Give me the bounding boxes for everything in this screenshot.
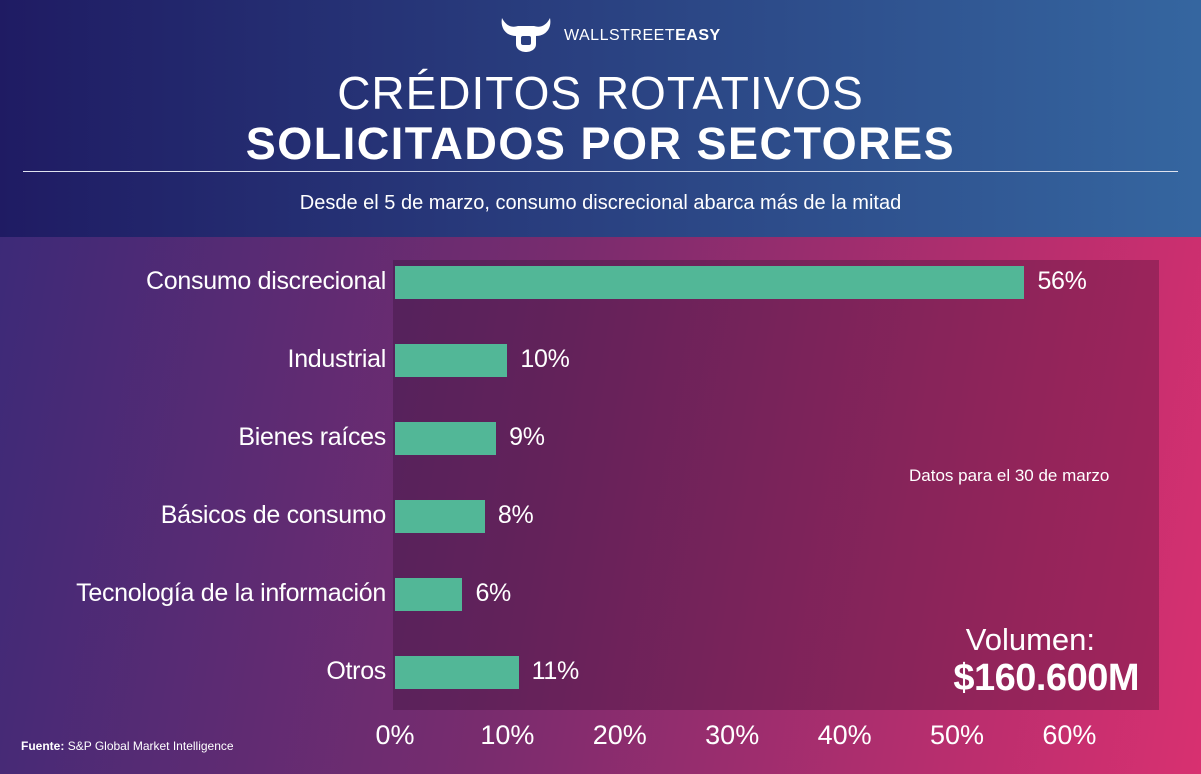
title-line-2: SOLICITADOS POR SECTORES <box>245 118 956 169</box>
category-label: Consumo discrecional <box>146 267 386 295</box>
category-label: Básicos de consumo <box>160 501 387 529</box>
category-label: Tecnología de la información <box>76 579 386 607</box>
bar <box>395 344 508 377</box>
title-line-1: CRÉDITOS ROTATIVOS <box>337 67 864 119</box>
header-band <box>0 0 1201 237</box>
source-note: Fuente: S&P Global Market Intelligence <box>21 739 234 753</box>
x-tick-label: 60% <box>1042 720 1097 750</box>
plot-area <box>393 260 1159 710</box>
x-tick-label: 20% <box>592 720 647 750</box>
title-divider <box>23 171 1178 172</box>
bar <box>395 266 1025 299</box>
volume-label: Volumen: <box>965 622 1095 657</box>
category-label: Otros <box>326 657 386 685</box>
category-label: Bienes raíces <box>238 423 386 451</box>
x-tick-label: 0% <box>375 720 415 750</box>
volume-value: $160.600M <box>953 657 1139 699</box>
x-tick-label: 50% <box>929 720 985 750</box>
bar <box>395 422 497 455</box>
x-tick-label: 40% <box>817 720 872 750</box>
bar-value-label: 6% <box>475 579 511 607</box>
x-tick-label: 10% <box>480 720 535 750</box>
brand-name: WALLSTREETEASY <box>564 27 721 44</box>
brand-logo: WALLSTREETEASY <box>498 16 721 56</box>
category-label: Industrial <box>287 345 387 373</box>
bar-value-label: 56% <box>1037 267 1087 295</box>
bar-value-label: 11% <box>531 657 580 685</box>
bar-value-label: 10% <box>520 345 570 373</box>
bull-head-icon <box>498 14 554 59</box>
bar <box>395 500 485 533</box>
subtitle: Desde el 5 de marzo, consumo discreciona… <box>299 192 902 214</box>
bar-value-label: 8% <box>497 501 534 529</box>
bar-value-label: 9% <box>509 423 545 451</box>
bar <box>395 578 463 611</box>
data-date-note: Datos para el 30 de marzo <box>909 466 1110 485</box>
bar <box>395 656 519 689</box>
x-tick-label: 30% <box>705 720 760 750</box>
chart-panel <box>0 237 1201 774</box>
